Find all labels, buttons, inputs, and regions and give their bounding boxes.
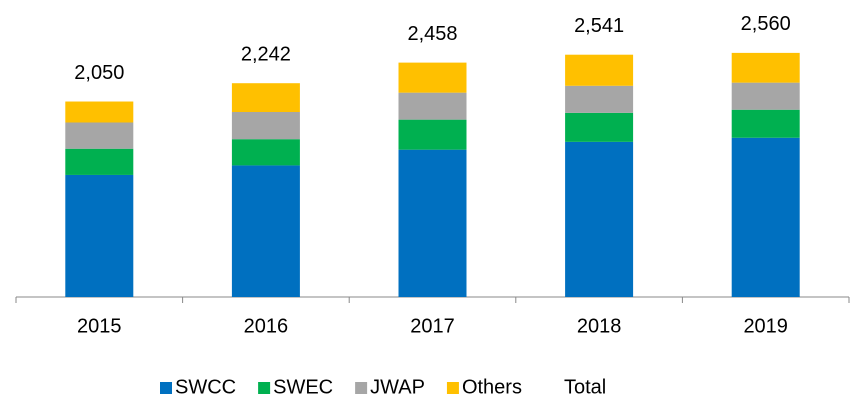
bar-segment: [231, 83, 300, 113]
bar-segment: [65, 148, 134, 175]
legend-label: JWAP: [370, 376, 425, 398]
bar-segment: [65, 174, 134, 297]
bar-segment: [565, 112, 634, 142]
legend-label: SWCC: [175, 376, 236, 398]
total-label: 2,541: [574, 15, 624, 37]
x-tick-label: 2019: [743, 315, 788, 337]
legend-swatch: [355, 382, 368, 394]
x-tick-label: 2017: [410, 315, 455, 337]
bar-segment: [398, 149, 467, 297]
x-tick-label: 2018: [577, 315, 622, 337]
bar-segment: [398, 119, 467, 150]
bar-segment: [731, 52, 800, 83]
legend-label: SWEC: [273, 376, 333, 398]
total-label: 2,050: [74, 62, 124, 84]
bar-segment: [731, 82, 800, 110]
legend-swatch: [446, 382, 459, 394]
bar-segment: [231, 139, 300, 166]
bar-segment: [731, 109, 800, 138]
bar-segment: [398, 62, 467, 93]
total-label: 2,560: [741, 13, 791, 35]
bar-segment: [731, 137, 800, 297]
total-label: 2,458: [407, 23, 457, 45]
x-tick-label: 2016: [244, 315, 289, 337]
x-tick-label: 2015: [77, 315, 122, 337]
total-label: 2,242: [241, 43, 291, 65]
bar-segment: [398, 92, 467, 120]
legend-label: Others: [462, 376, 522, 398]
legend-swatch: [258, 382, 271, 394]
bar-segment: [565, 54, 634, 86]
bar-segment: [65, 101, 134, 123]
legend-label: Total: [564, 376, 606, 398]
bar-segment: [231, 165, 300, 297]
legend-swatch: [160, 382, 172, 394]
bar-segment: [565, 85, 634, 113]
bar-segment: [565, 141, 634, 297]
bar-segment: [231, 112, 300, 140]
bar-segment: [65, 122, 134, 149]
